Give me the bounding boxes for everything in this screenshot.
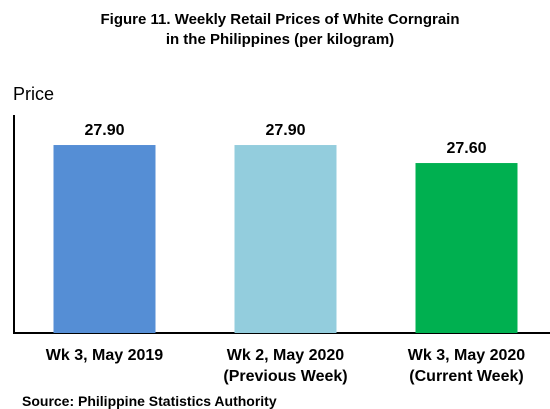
value-label: 27.60 <box>446 140 486 157</box>
value-label: 27.90 <box>265 122 305 139</box>
x-tick-label: Wk 3, May 2020 (Current Week) <box>407 347 526 385</box>
x-tick-label: Wk 2, May 2020 (Previous Week) <box>223 347 348 385</box>
bar <box>53 145 156 333</box>
bar <box>234 145 337 333</box>
source: Source: Philippine Statistics Authority <box>22 393 277 409</box>
value-label: 27.90 <box>84 122 124 139</box>
y-axis-label: Price <box>13 84 55 104</box>
x-tick-label: Wk 3, May 2019 <box>45 347 164 364</box>
chart-title: Figure 11. Weekly Retail Prices of White… <box>100 11 460 48</box>
bar <box>415 163 518 333</box>
